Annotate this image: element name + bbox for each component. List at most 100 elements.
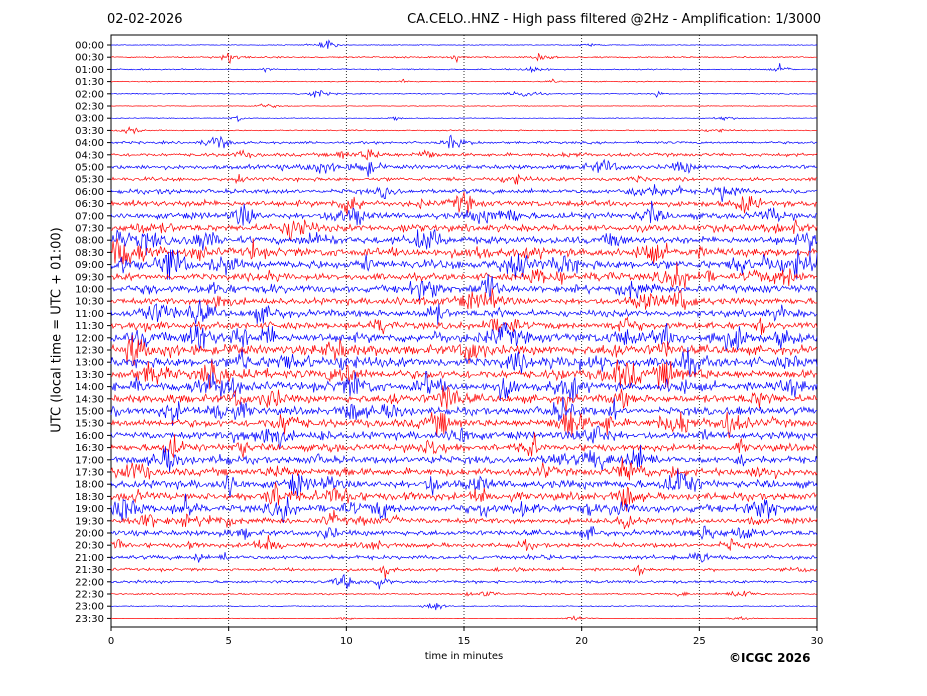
- y-tick-label: 15:30: [75, 419, 104, 430]
- y-tick-label: 06:30: [75, 199, 104, 210]
- y-tick-label: 17:00: [75, 455, 104, 466]
- trace-2030: [110, 535, 818, 551]
- trace-1400: [110, 371, 818, 402]
- trace-0330: [110, 126, 817, 135]
- date-label: 02-02-2026: [107, 12, 183, 27]
- y-tick-label: 13:30: [75, 370, 104, 381]
- trace-1000: [110, 274, 818, 301]
- trace-1930: [110, 509, 818, 530]
- x-axis-label: time in minutes: [424, 651, 504, 662]
- trace-0500: [110, 158, 818, 177]
- y-tick-label: 14:30: [75, 394, 104, 405]
- trace-1800: [110, 469, 818, 498]
- x-tick-label: 25: [693, 636, 706, 647]
- trace-0530: [110, 173, 818, 185]
- x-tick-label: 15: [458, 636, 471, 647]
- trace-0000: [110, 39, 818, 49]
- y-tick-label: 18:00: [75, 480, 104, 491]
- trace-1600: [110, 425, 818, 450]
- y-tick-label: 06:00: [75, 187, 104, 198]
- y-tick-label: 02:30: [75, 102, 104, 113]
- trace-1630: [110, 432, 818, 458]
- trace-1200: [110, 322, 818, 352]
- y-tick-label: 19:00: [75, 504, 104, 515]
- y-tick-label: 16:00: [75, 431, 104, 442]
- y-tick-label: 10:00: [75, 285, 104, 296]
- y-tick-label: 03:30: [75, 126, 104, 137]
- y-tick-label: 02:00: [75, 89, 104, 100]
- y-tick-label: 00:30: [75, 53, 104, 64]
- trace-0430: [110, 148, 818, 161]
- trace-2200: [110, 573, 818, 590]
- trace-0830: [110, 238, 818, 265]
- trace-0730: [110, 219, 818, 242]
- trace-0930: [110, 262, 818, 289]
- trace-0400: [110, 134, 818, 149]
- y-tick-label: 15:00: [75, 407, 104, 418]
- trace-2230: [110, 590, 818, 598]
- trace-2330: [110, 615, 817, 621]
- trace-1230: [110, 334, 818, 366]
- trace-1700: [110, 444, 818, 473]
- y-tick-label: 23:30: [75, 614, 104, 625]
- y-tick-label: 01:00: [75, 65, 104, 76]
- trace-1500: [110, 396, 817, 426]
- trace-1530: [110, 411, 818, 439]
- y-tick-label: 17:30: [75, 468, 104, 479]
- trace-1730: [110, 457, 818, 481]
- trace-0200: [110, 90, 818, 98]
- y-tick-label: 16:30: [75, 443, 104, 454]
- trace-1830: [110, 482, 818, 512]
- trace-2300: [110, 603, 818, 611]
- y-tick-label: 14:00: [75, 382, 104, 393]
- trace-0130: [110, 78, 818, 83]
- trace-1430: [110, 385, 818, 412]
- x-tick-label: 30: [811, 636, 824, 647]
- chart-title: CA.CELO..HNZ - High pass filtered @2Hz -…: [407, 12, 821, 27]
- trace-0800: [110, 229, 818, 256]
- trace-1900: [110, 493, 818, 523]
- trace-1030: [110, 288, 818, 310]
- y-tick-label: 21:30: [75, 565, 104, 576]
- y-tick-label: 21:00: [75, 553, 104, 564]
- y-tick-label: 08:00: [75, 236, 104, 247]
- plot-frame: [110, 34, 818, 628]
- y-tick-label: 12:30: [75, 346, 104, 357]
- y-tick-label: 13:00: [75, 358, 104, 369]
- x-tick-label: 10: [340, 636, 353, 647]
- copyright-label: ©ICGC 2026: [729, 651, 811, 665]
- trace-1100: [110, 299, 818, 325]
- y-tick-label: 10:30: [75, 297, 104, 308]
- trace-0100: [110, 63, 818, 74]
- trace-0030: [110, 52, 818, 64]
- trace-0300: [111, 115, 817, 123]
- y-tick-label: 03:00: [75, 114, 104, 125]
- y-tick-label: 05:30: [75, 175, 104, 186]
- y-tick-label: 04:30: [75, 150, 104, 161]
- y-tick-label: 19:30: [75, 516, 104, 527]
- y-tick-label: 11:30: [75, 321, 104, 332]
- y-tick-label: 07:30: [75, 224, 104, 235]
- trace-0900: [110, 249, 818, 280]
- trace-0700: [110, 200, 818, 226]
- x-tick-label: 5: [225, 636, 231, 647]
- trace-1130: [110, 316, 818, 336]
- y-tick-label: 22:30: [75, 590, 104, 601]
- y-tick-label: 20:00: [75, 529, 104, 540]
- y-tick-label: 07:00: [75, 211, 104, 222]
- y-tick-label: 08:30: [75, 248, 104, 259]
- y-tick-label: 22:00: [75, 577, 104, 588]
- x-tick-label: 20: [575, 636, 588, 647]
- y-tick-label: 11:00: [75, 309, 104, 320]
- trace-2000: [110, 525, 818, 540]
- y-tick-label: 23:00: [75, 602, 104, 613]
- trace-2130: [110, 564, 818, 579]
- y-tick-label: 01:30: [75, 77, 104, 88]
- y-tick-label: 18:30: [75, 492, 104, 503]
- y-tick-label: 12:00: [75, 333, 104, 344]
- x-tick-label: 0: [108, 636, 114, 647]
- trace-0230: [111, 103, 818, 109]
- y-tick-label: 20:30: [75, 541, 104, 552]
